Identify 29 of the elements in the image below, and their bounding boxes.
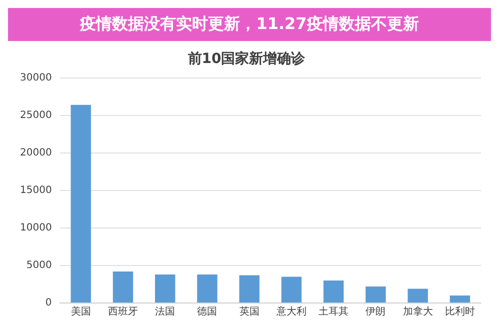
bar <box>155 274 176 302</box>
y-tick-label: 5000 <box>26 260 52 272</box>
bar <box>366 286 386 302</box>
x-tick-label: 法国 <box>155 306 176 318</box>
y-tick-label: 30000 <box>20 72 52 84</box>
bar <box>281 276 302 302</box>
y-tick-label: 15000 <box>20 184 52 196</box>
x-tick-label: 加拿大 <box>402 306 433 318</box>
y-tick-label: 20000 <box>20 147 52 158</box>
y-tick-label: 10000 <box>20 222 52 234</box>
bar <box>408 288 428 302</box>
bar <box>239 275 260 302</box>
bar <box>112 271 134 302</box>
x-tick-label: 土耳其 <box>318 306 349 318</box>
x-tick-label: 美国 <box>70 306 91 318</box>
x-tick-label: 英国 <box>239 306 260 318</box>
bar <box>197 274 218 302</box>
x-tick-label: 比利时 <box>444 306 475 318</box>
bar <box>70 104 91 302</box>
x-tick-label: 西班牙 <box>108 306 138 318</box>
text: 疫情数据没有实时更新，11.27疫情数据不更新 <box>8 8 491 41</box>
x-tick-label: 伊朗 <box>366 306 386 318</box>
y-tick-label: 0 <box>45 298 52 309</box>
y-tick-label: 25000 <box>20 110 52 121</box>
bar <box>450 295 470 302</box>
bar <box>323 280 344 302</box>
chart-title: 前10国家新增确诊 <box>186 50 306 68</box>
x-tick-label: 德国 <box>197 306 218 318</box>
x-tick-label: 意大利 <box>275 306 306 318</box>
